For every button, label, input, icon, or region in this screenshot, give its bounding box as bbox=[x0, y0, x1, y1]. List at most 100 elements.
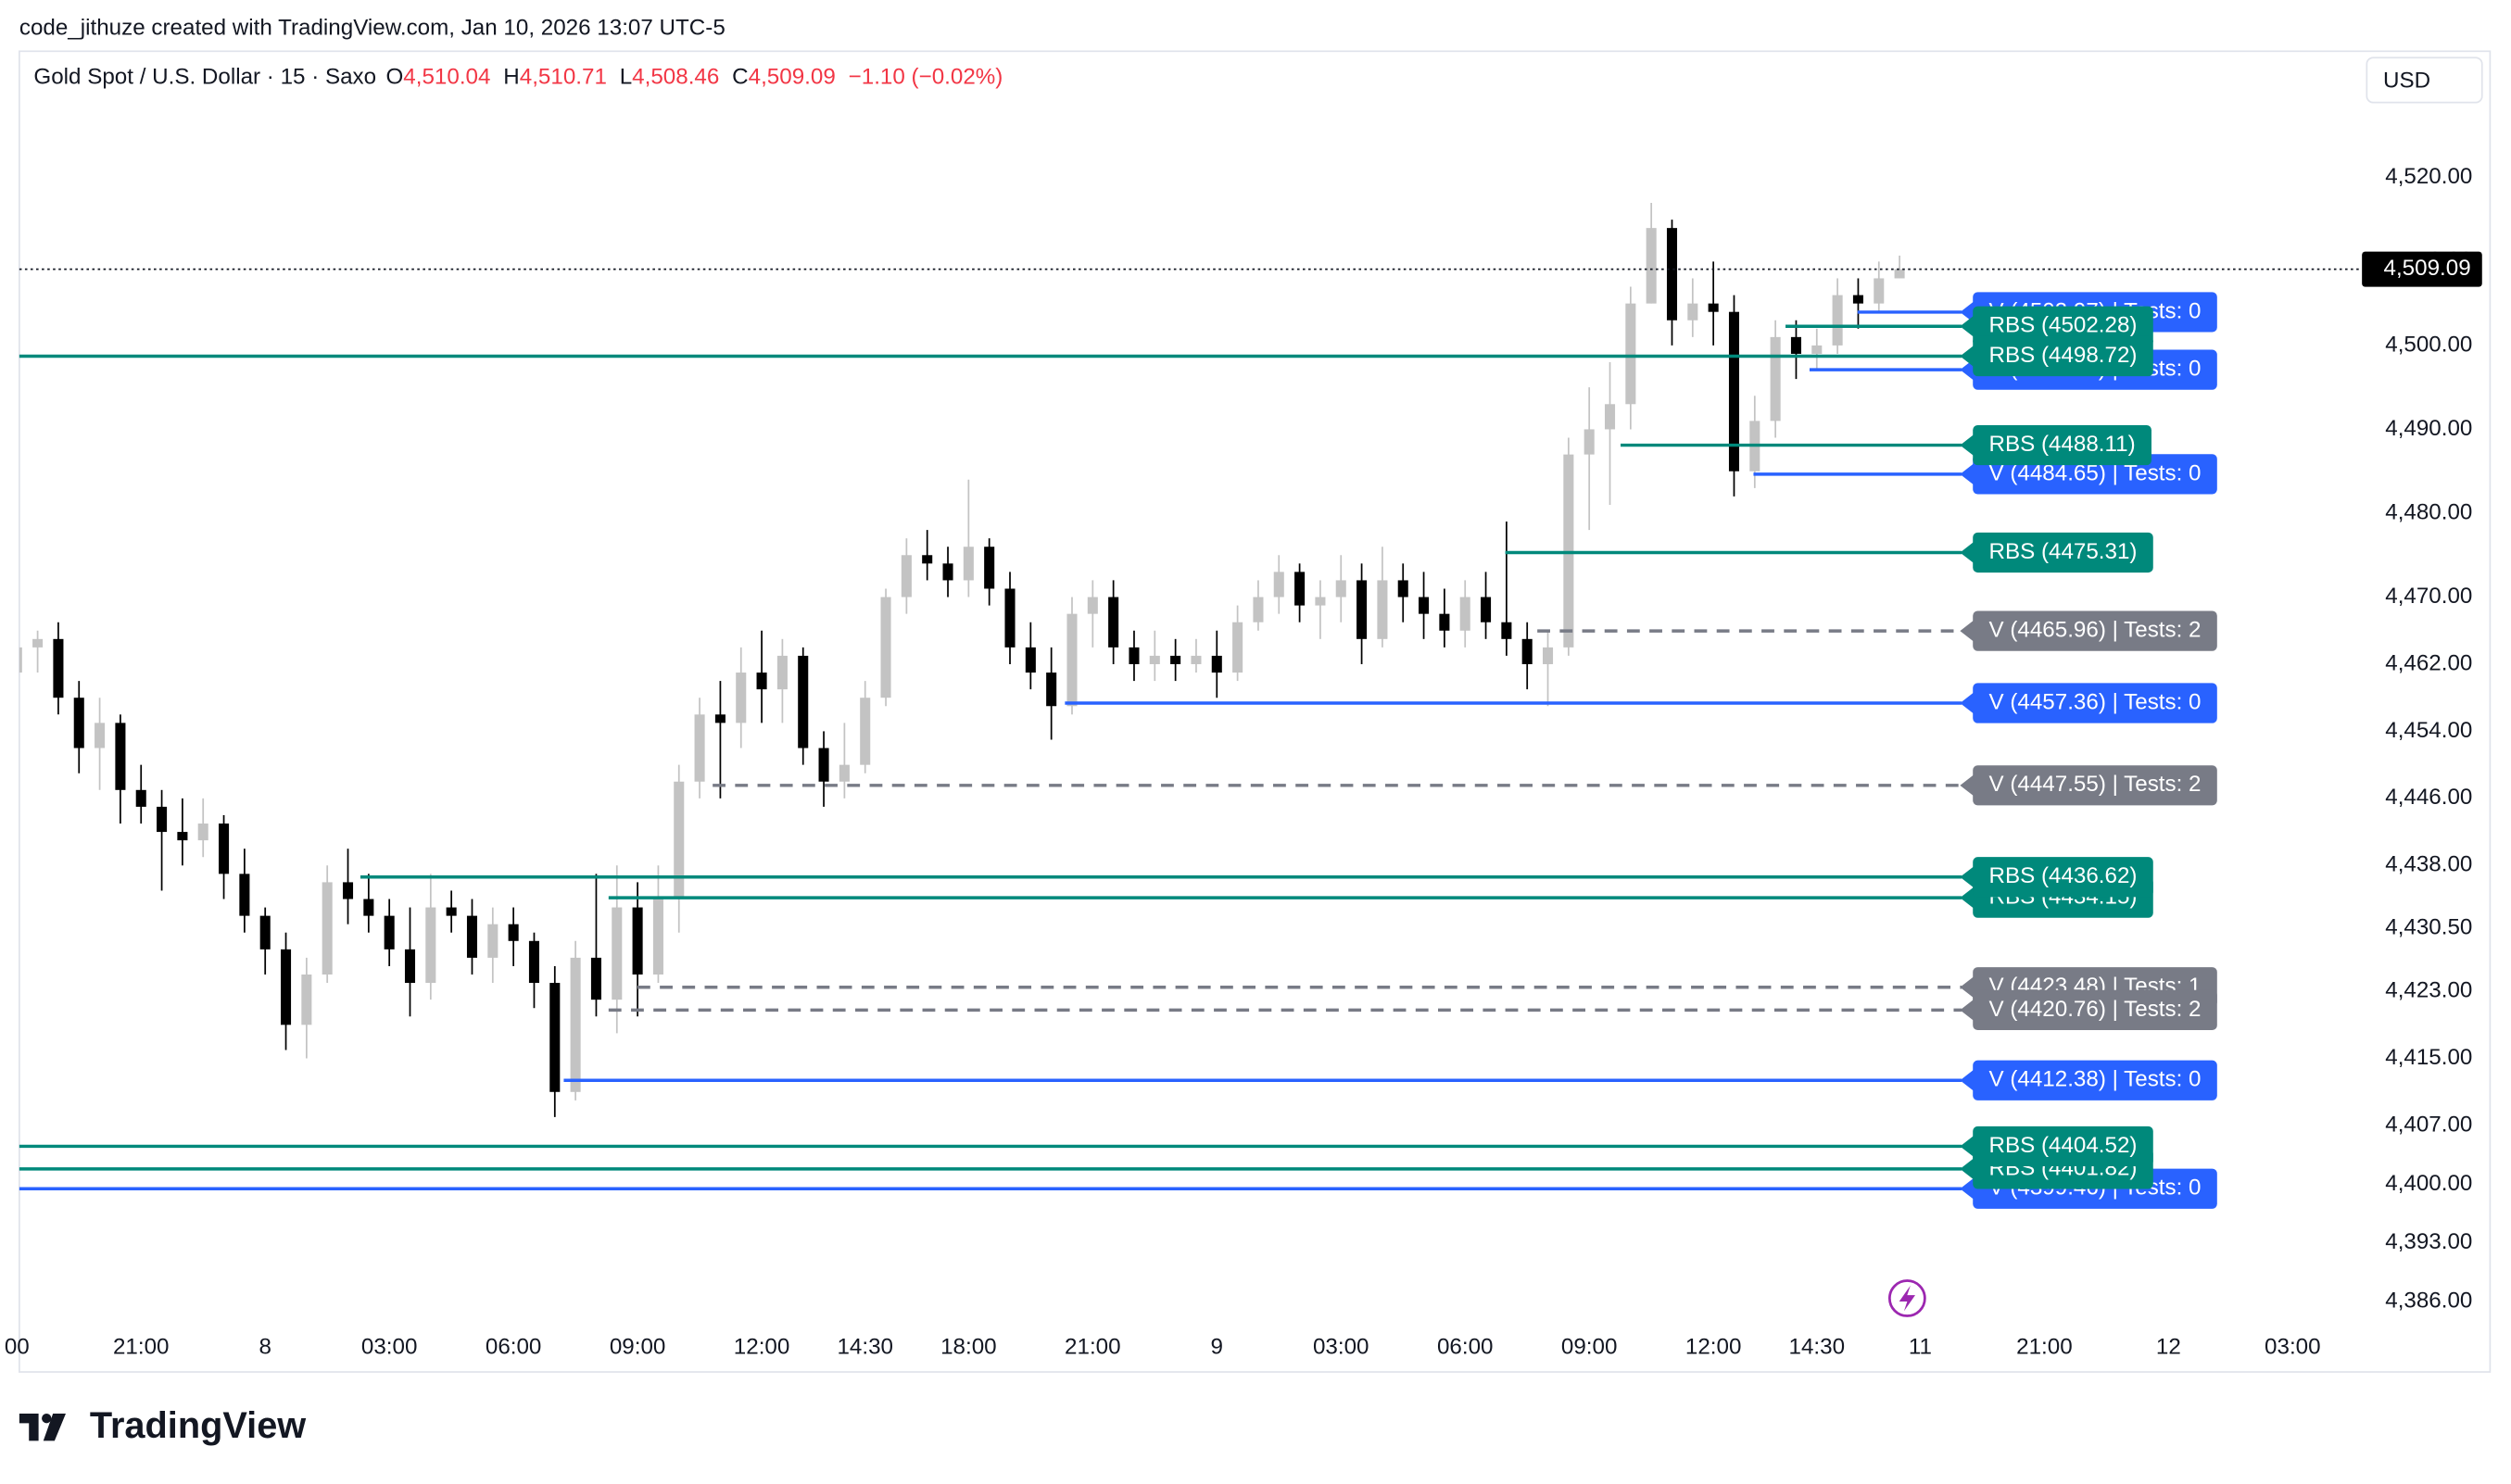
level-label-pointer bbox=[1960, 691, 1975, 715]
candle-body bbox=[1646, 228, 1657, 304]
candle-body bbox=[528, 940, 539, 984]
candle-body bbox=[1149, 655, 1160, 664]
candle-body bbox=[756, 673, 767, 690]
level-label-pointer bbox=[1960, 1157, 1975, 1180]
level-label-pointer bbox=[1960, 1135, 1975, 1158]
pane-border bbox=[19, 50, 2492, 1373]
replay-icon[interactable] bbox=[1887, 1279, 1926, 1317]
candle-body bbox=[818, 748, 829, 782]
candle-body bbox=[798, 655, 809, 748]
candle-body bbox=[197, 824, 208, 841]
candle-body bbox=[1315, 597, 1326, 606]
candle-body bbox=[1211, 655, 1222, 673]
candle-body bbox=[259, 915, 271, 950]
level: RBS (4475.31) bbox=[1505, 532, 2153, 573]
level-label-box bbox=[1973, 683, 2217, 723]
level: RBS (4498.72) bbox=[19, 335, 2153, 377]
candle-body bbox=[860, 698, 871, 765]
candle-body bbox=[1728, 311, 1740, 472]
y-tick-label: 4,400.00 bbox=[2385, 1171, 2472, 1196]
candle-body bbox=[1046, 673, 1057, 707]
level-label-box bbox=[1973, 335, 2153, 377]
candle-body bbox=[177, 832, 188, 841]
symbol: Gold Spot / U.S. Dollar · 15 · Saxo bbox=[33, 65, 376, 90]
legend-text: Gold Spot / U.S. Dollar · 15 · Saxo O4,51… bbox=[33, 65, 1003, 90]
x-tick-label: 8 bbox=[259, 1334, 271, 1359]
candle-body bbox=[95, 723, 106, 748]
candle-body bbox=[1852, 295, 1863, 304]
candle-body bbox=[1604, 404, 1616, 430]
level-label-pointer bbox=[1960, 434, 1975, 457]
x-tick-label: 09:00 bbox=[1561, 1334, 1618, 1359]
change: −1.10 (−0.02%) bbox=[849, 65, 1003, 90]
candle-body bbox=[1874, 278, 1885, 304]
x-tick-label: 00 bbox=[5, 1334, 30, 1359]
x-tick-label: 03:00 bbox=[361, 1334, 418, 1359]
ohlc-value: 4,510.04 bbox=[403, 65, 490, 90]
level-label-box bbox=[1973, 532, 2153, 573]
x-tick-label: 14:30 bbox=[1789, 1334, 1846, 1359]
x-tick-label: 12:00 bbox=[734, 1334, 790, 1359]
x-tick-label: 06:00 bbox=[1437, 1334, 1494, 1359]
level-label: RBS (4436.62) bbox=[1988, 863, 2137, 888]
last-price-tag bbox=[2362, 251, 2482, 287]
y-tick-label: 4,500.00 bbox=[2385, 332, 2472, 357]
level: V (4465.96) | Tests: 2 bbox=[1537, 610, 2217, 651]
candle-body bbox=[612, 907, 623, 1000]
candle-body bbox=[1459, 597, 1470, 631]
candle-body bbox=[404, 949, 416, 984]
candle-body bbox=[942, 563, 953, 581]
level-label-box bbox=[1973, 857, 2153, 898]
candle-body bbox=[714, 714, 726, 723]
x-tick-label: 14:30 bbox=[837, 1334, 893, 1359]
level-label: RBS (4475.31) bbox=[1988, 539, 2137, 564]
logo bbox=[19, 1413, 66, 1441]
ohlc-key: C bbox=[732, 65, 748, 90]
x-tick-label: 21:00 bbox=[2016, 1334, 2073, 1359]
x-tick-label: 11 bbox=[1909, 1334, 1932, 1359]
y-tick-label: 4,480.00 bbox=[2385, 499, 2472, 524]
candle-body bbox=[487, 924, 498, 958]
level: V (4412.38) | Tests: 0 bbox=[563, 1060, 2217, 1100]
last-price-label: 4,509.09 bbox=[2384, 256, 2471, 281]
candle-body bbox=[115, 723, 126, 790]
level-label-pointer bbox=[1960, 462, 1975, 485]
level-label-box bbox=[1973, 1060, 2217, 1100]
candle-body bbox=[301, 975, 312, 1025]
candle-body bbox=[1087, 597, 1098, 614]
candle-body bbox=[1335, 580, 1346, 597]
y-tick-label: 4,462.00 bbox=[2385, 650, 2472, 675]
level-label-box bbox=[1973, 989, 2217, 1030]
candle-body bbox=[73, 698, 84, 748]
candle-body bbox=[1521, 638, 1533, 664]
candle-body bbox=[1687, 303, 1698, 321]
level-label-pointer bbox=[1960, 345, 1975, 368]
level-label-pointer bbox=[1960, 620, 1975, 643]
x-tick-label: 21:00 bbox=[113, 1334, 170, 1359]
x-tick-label: 12:00 bbox=[1685, 1334, 1742, 1359]
candle-body bbox=[736, 673, 747, 723]
ohlc-key: O bbox=[385, 65, 403, 90]
level: V (4447.55) | Tests: 2 bbox=[713, 765, 2217, 806]
candle-body bbox=[53, 638, 64, 698]
y-tick-label: 4,454.00 bbox=[2385, 718, 2472, 743]
y-tick-label: 4,423.00 bbox=[2385, 978, 2472, 1003]
x-tick-label: 21:00 bbox=[1065, 1334, 1121, 1359]
candle-body bbox=[1273, 572, 1284, 597]
candle-body bbox=[1542, 647, 1554, 664]
level-label: RBS (4404.52) bbox=[1988, 1133, 2137, 1158]
candles bbox=[19, 202, 1905, 1117]
candle-body bbox=[1832, 295, 1843, 346]
candle-body bbox=[1397, 580, 1408, 597]
y-tick-label: 4,415.00 bbox=[2385, 1045, 2472, 1070]
candle-body bbox=[901, 555, 912, 597]
ohlc-value: 4,509.09 bbox=[749, 65, 836, 90]
candle-body bbox=[1666, 228, 1678, 321]
candle-body bbox=[1356, 580, 1368, 639]
footer-logo-text: TradingView bbox=[90, 1405, 306, 1446]
y-tick-label: 4,393.00 bbox=[2385, 1229, 2472, 1254]
candle-body bbox=[1129, 647, 1140, 664]
level-label-box bbox=[1973, 765, 2217, 806]
currency-button[interactable] bbox=[2366, 57, 2483, 104]
currency[interactable]: USD bbox=[2383, 69, 2430, 94]
